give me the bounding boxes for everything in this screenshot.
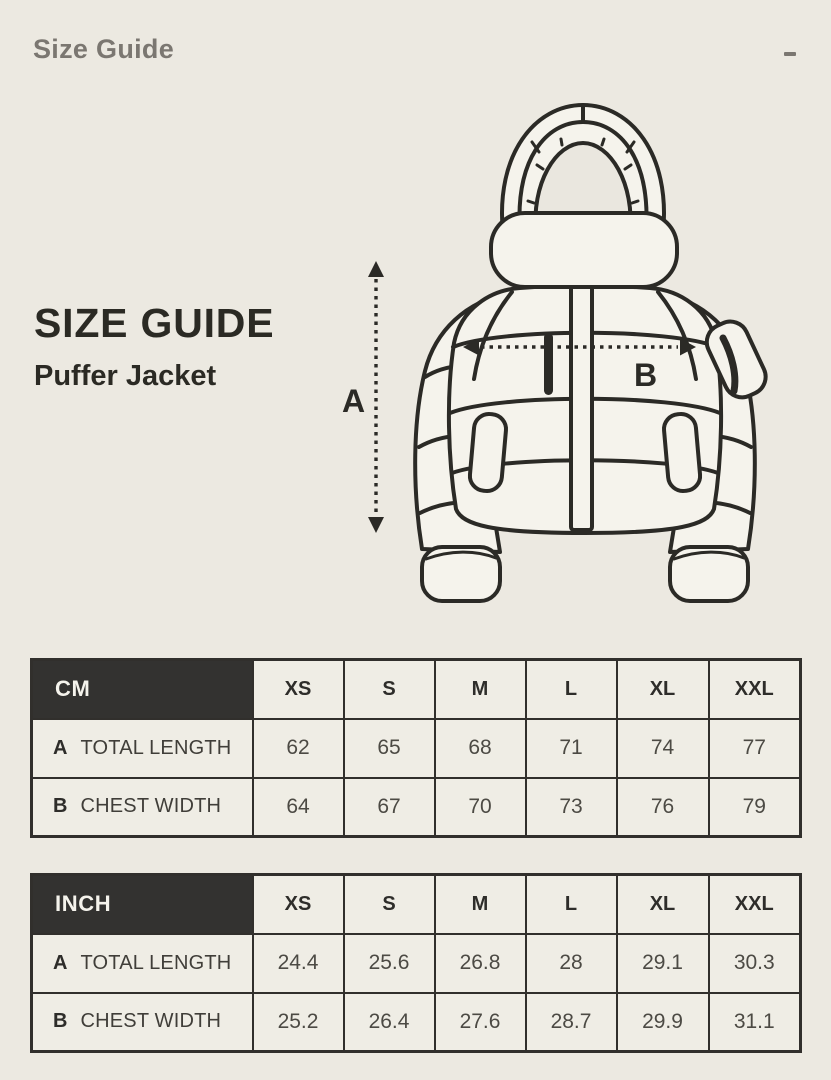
table-row: B CHEST WIDTH 25.2 26.4 27.6 28.7 29.9 31… — [30, 991, 802, 1053]
value-cell: 28 — [524, 932, 618, 994]
value-cell: 31.1 — [707, 991, 802, 1053]
value-cell: 29.1 — [615, 932, 710, 994]
value-cell: 67 — [342, 776, 436, 838]
minus-icon[interactable] — [784, 52, 796, 56]
value-cell: 62 — [251, 717, 345, 779]
puffer-jacket-illustration: A B — [342, 103, 768, 603]
size-col-header: XL — [615, 658, 710, 720]
value-cell: 26.8 — [433, 932, 527, 994]
section-title: SIZE GUIDE — [34, 300, 275, 346]
value-cell: 73 — [524, 776, 618, 838]
value-cell: 70 — [433, 776, 527, 838]
value-cell: 25.6 — [342, 932, 436, 994]
value-cell: 28.7 — [524, 991, 618, 1053]
value-cell: 30.3 — [707, 932, 802, 994]
size-col-header: L — [524, 658, 618, 720]
size-col-header: XXL — [707, 658, 802, 720]
value-cell: 74 — [615, 717, 710, 779]
row-key: B — [53, 1010, 68, 1033]
left-pocket-flap — [467, 412, 509, 493]
right-pocket-flap — [661, 412, 703, 493]
section-subtitle: Puffer Jacket — [34, 360, 217, 392]
length-label: A — [342, 383, 365, 419]
size-col-header: XXL — [707, 873, 802, 935]
value-cell: 25.2 — [251, 991, 345, 1053]
width-label: B — [634, 357, 657, 393]
size-col-header: M — [433, 873, 527, 935]
size-col-header: M — [433, 658, 527, 720]
size-col-header: S — [342, 873, 436, 935]
row-label: CHEST WIDTH — [80, 1010, 222, 1033]
table-row: A TOTAL LENGTH 62 65 68 71 74 77 — [30, 717, 802, 779]
table-header-row: INCH XS S M L XL XXL — [30, 873, 802, 935]
value-cell: 79 — [707, 776, 802, 838]
row-label: CHEST WIDTH — [80, 795, 222, 818]
size-col-header: XL — [615, 873, 710, 935]
table-row: A TOTAL LENGTH 24.4 25.6 26.8 28 29.1 30.… — [30, 932, 802, 994]
jacket-cuffs — [420, 545, 750, 603]
value-cell: 77 — [707, 717, 802, 779]
row-label: TOTAL LENGTH — [80, 736, 232, 759]
size-table-cm: CM XS S M L XL XXL A TOTAL LENGTH 62 65 6… — [30, 658, 802, 838]
table-header-row: CM XS S M L XL XXL — [30, 658, 802, 720]
arm-pocket — [704, 319, 768, 400]
size-col-header: S — [342, 658, 436, 720]
value-cell: 68 — [433, 717, 527, 779]
table-row: B CHEST WIDTH 64 67 70 73 76 79 — [30, 776, 802, 838]
width-arrow — [463, 338, 696, 356]
row-key: B — [53, 795, 68, 818]
row-label: TOTAL LENGTH — [80, 951, 232, 974]
size-col-header: XS — [251, 658, 345, 720]
unit-cell: INCH — [30, 873, 254, 935]
value-cell: 29.9 — [615, 991, 710, 1053]
headline-block: SIZE GUIDE Puffer Jacket — [34, 300, 274, 393]
size-col-header: XS — [251, 873, 345, 935]
front-placket — [569, 283, 594, 532]
zipper-pull — [544, 333, 553, 395]
value-cell: 71 — [524, 717, 618, 779]
unit-cell: CM — [30, 658, 254, 720]
value-cell: 24.4 — [251, 932, 345, 994]
value-cell: 26.4 — [342, 991, 436, 1053]
value-cell: 65 — [342, 717, 436, 779]
length-arrow — [368, 261, 384, 533]
page-title: Size Guide — [33, 34, 175, 64]
value-cell: 27.6 — [433, 991, 527, 1053]
row-key: A — [53, 951, 68, 974]
jacket-collar — [489, 211, 679, 289]
size-col-header: L — [524, 873, 618, 935]
size-table-inch: INCH XS S M L XL XXL A TOTAL LENGTH 24.4 … — [30, 873, 802, 1053]
value-cell: 76 — [615, 776, 710, 838]
value-cell: 64 — [251, 776, 345, 838]
row-key: A — [53, 736, 68, 759]
